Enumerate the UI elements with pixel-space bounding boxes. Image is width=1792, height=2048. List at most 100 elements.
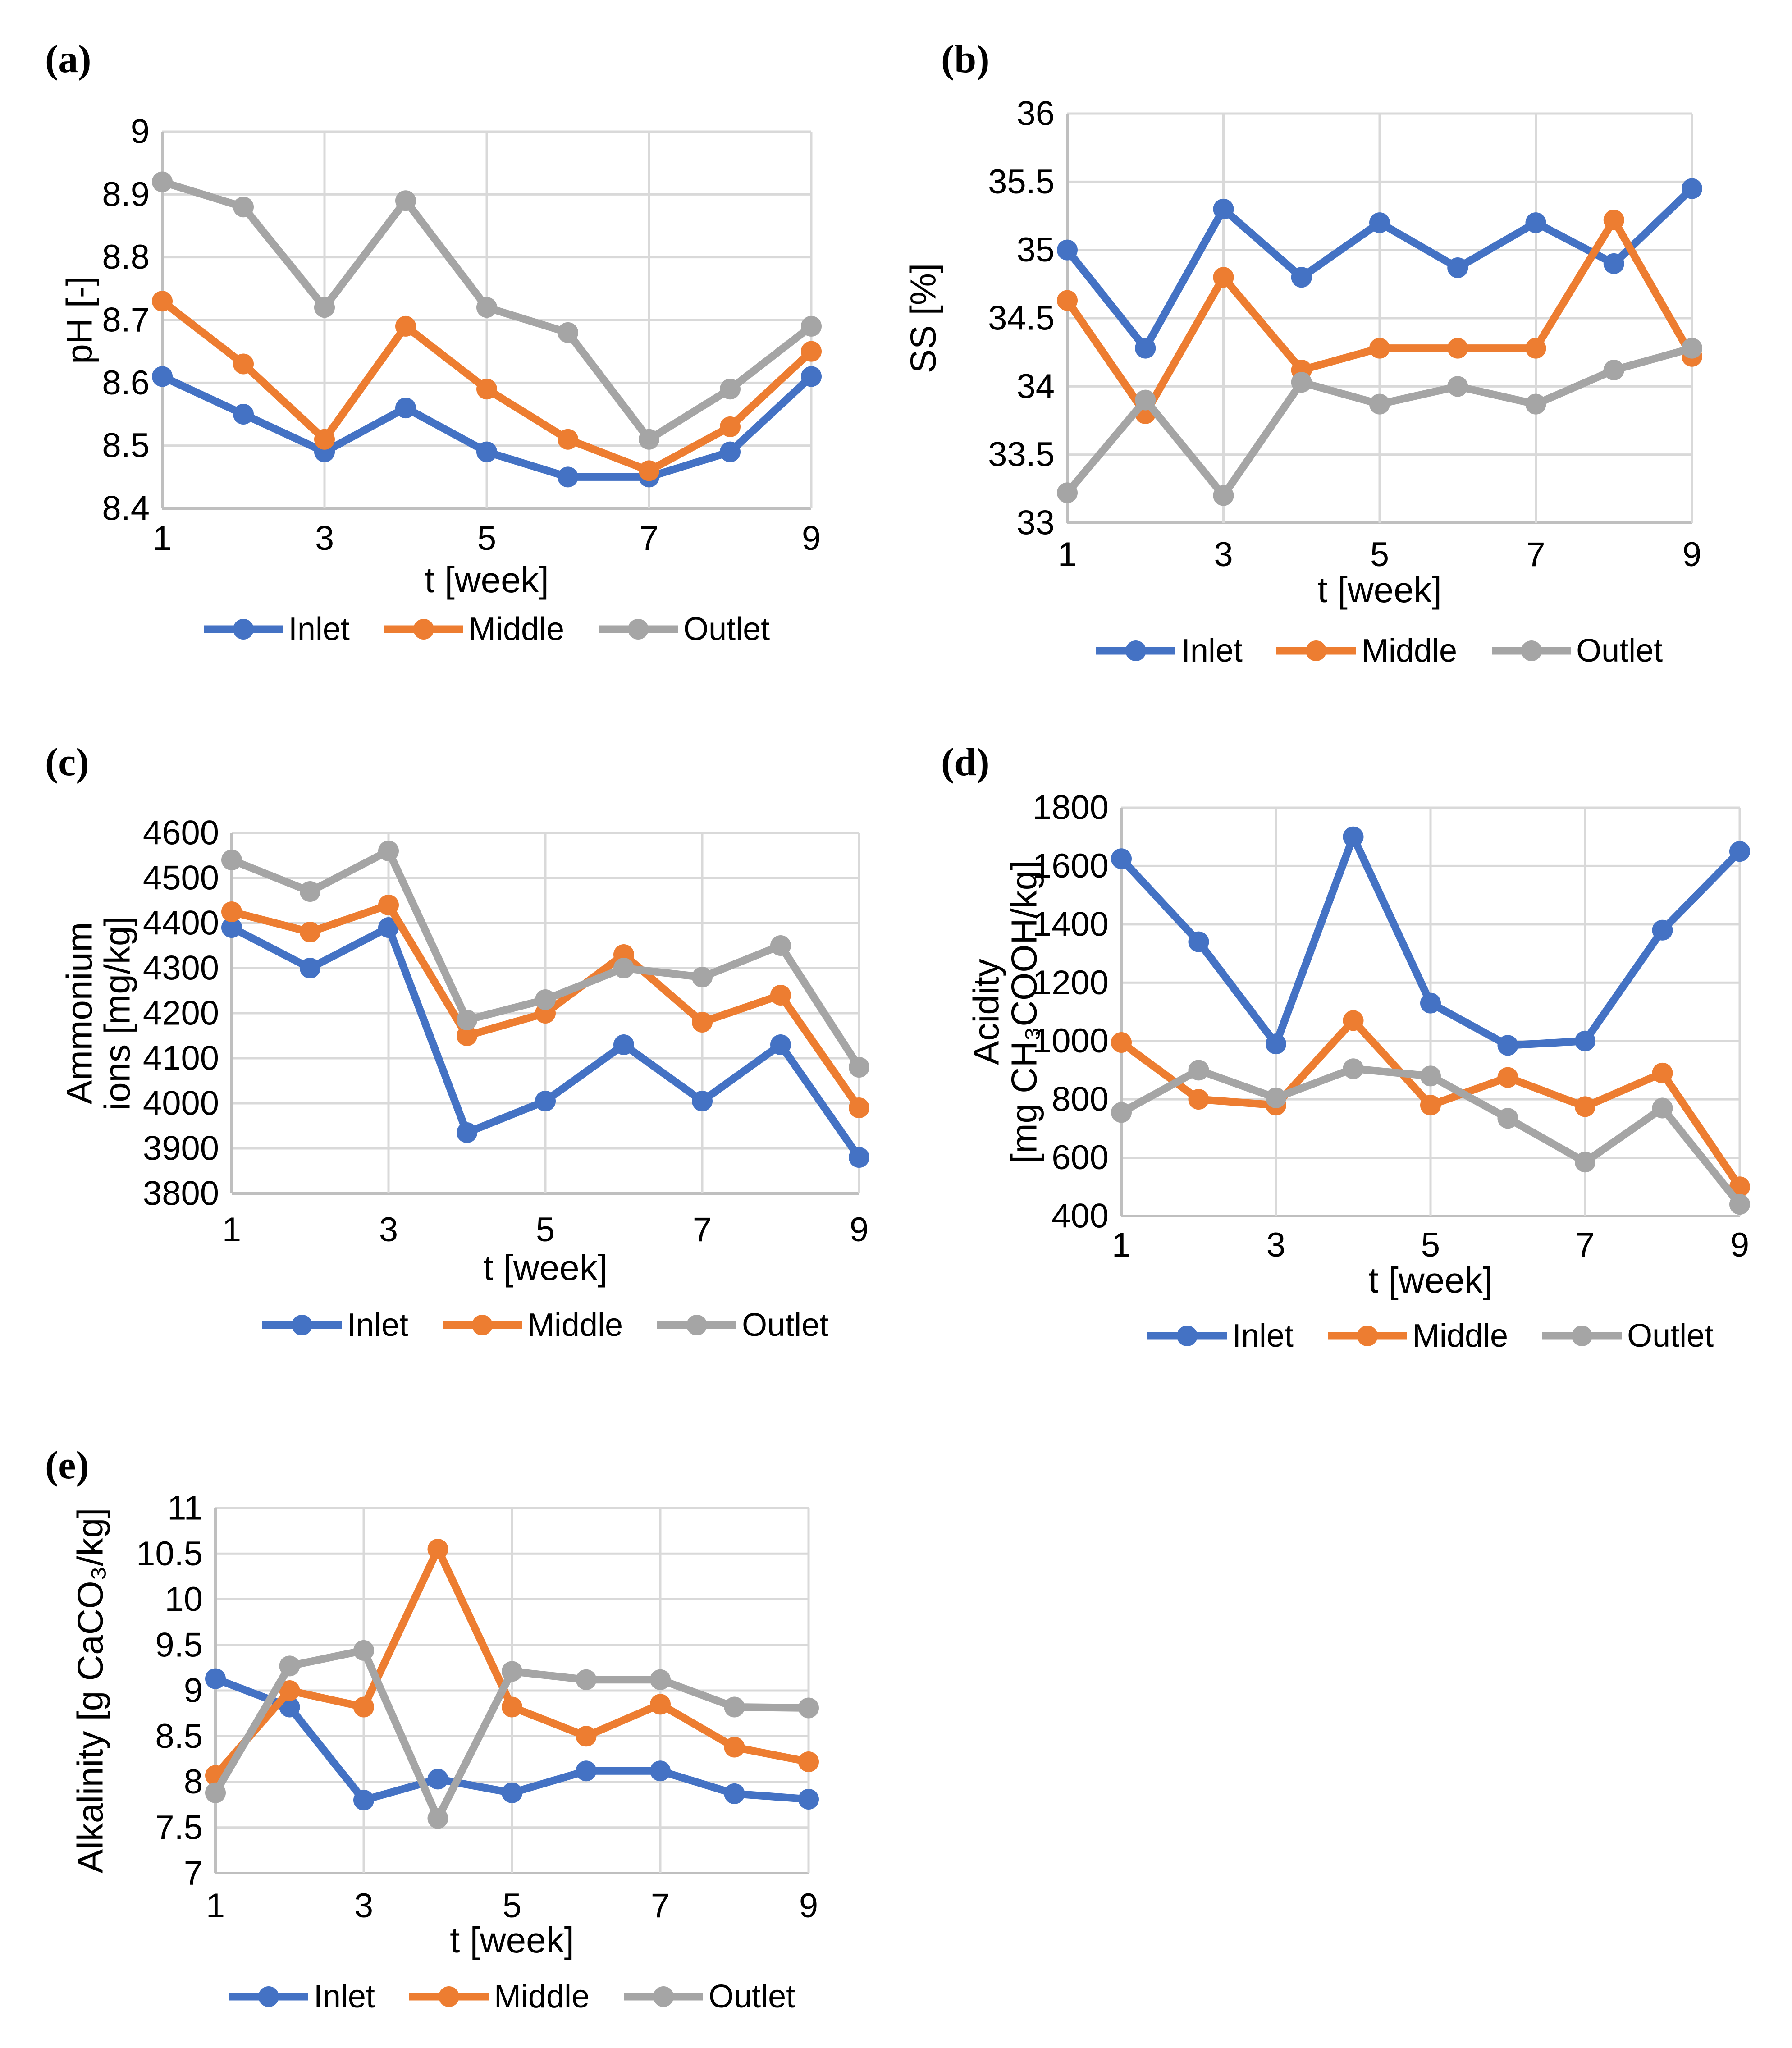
y-tick-label: 8.7	[102, 301, 150, 339]
data-point-outlet	[692, 967, 713, 987]
data-point-outlet	[152, 171, 173, 192]
data-point-outlet	[476, 297, 497, 318]
x-tick-label: 1	[1112, 1226, 1131, 1264]
y-tick-label: 8	[184, 1763, 203, 1801]
legend-label-inlet: Inlet	[1181, 632, 1243, 669]
data-point-outlet	[770, 935, 791, 956]
data-point-inlet	[558, 466, 578, 488]
data-point-inlet	[720, 441, 741, 462]
data-point-middle	[1652, 1062, 1673, 1083]
legend-label-inlet: Inlet	[313, 1978, 375, 2015]
data-point-middle	[801, 341, 822, 362]
data-point-outlet	[314, 297, 335, 318]
data-point-outlet	[1575, 1152, 1595, 1173]
data-point-outlet	[1603, 360, 1624, 381]
panel-label-d: (d)	[941, 740, 990, 784]
y-tick-label: 1200	[1033, 964, 1109, 1002]
data-point-inlet	[613, 1034, 634, 1055]
data-point-outlet	[576, 1669, 597, 1690]
legend-marker-outlet-icon	[657, 1315, 737, 1335]
data-point-outlet	[1525, 393, 1546, 415]
data-point-middle	[1603, 210, 1624, 231]
x-tick-label: 3	[379, 1211, 398, 1249]
legend-label-inlet: Inlet	[1232, 1317, 1294, 1354]
data-point-outlet	[457, 1010, 477, 1030]
panel-b: 33 33.5 34 34.5 35 35.5 36 1 3 5 7 9 SS [%] t [week] …	[896, 0, 1792, 703]
legend-item-middle: Middle	[384, 610, 564, 648]
data-point-middle	[221, 901, 242, 922]
legend-marker-outlet-icon	[624, 1986, 704, 2007]
y-tick-label: 1600	[1033, 847, 1109, 885]
x-axis-title: t [week]	[450, 1920, 574, 1960]
y-tick-label: 7	[184, 1854, 203, 1893]
data-point-inlet	[502, 1782, 522, 1803]
data-point-middle	[650, 1694, 671, 1715]
data-point-outlet	[558, 322, 578, 343]
panel-label-e: (e)	[45, 1443, 89, 1487]
chart-c-ammonium: 3800 3900 4000 4100 4200 4300 4400 4500 4600 1 3 5 7…	[59, 814, 869, 1288]
data-point-outlet	[724, 1696, 745, 1718]
data-point-inlet	[205, 1668, 226, 1689]
x-tick-label: 5	[477, 519, 496, 558]
y-tick-label: 34.5	[988, 299, 1055, 338]
data-point-middle	[1447, 338, 1468, 359]
y-tick-label: 4600	[143, 814, 219, 852]
panel-label-b: (b)	[941, 37, 990, 81]
y-tick-label: 1000	[1033, 1022, 1109, 1060]
data-point-middle	[395, 315, 416, 337]
legend-label-outlet: Outlet	[683, 610, 770, 647]
data-point-outlet	[1057, 482, 1078, 503]
data-point-middle	[1343, 1010, 1364, 1031]
y-tick-label: 600	[1051, 1138, 1109, 1177]
data-point-middle	[849, 1097, 869, 1118]
data-point-inlet	[1291, 267, 1312, 288]
legend-label-outlet: Outlet	[709, 1978, 795, 2015]
legend-label-outlet: Outlet	[742, 1306, 829, 1343]
legend-item-outlet: Outlet	[657, 1306, 828, 1344]
x-axis-title: t [week]	[483, 1248, 608, 1288]
data-point-inlet	[1682, 178, 1702, 199]
data-point-inlet	[152, 366, 173, 387]
y-tick-label: 1400	[1033, 905, 1109, 943]
x-tick-label: 7	[1526, 535, 1545, 574]
data-point-outlet	[720, 379, 741, 400]
data-point-outlet	[221, 850, 242, 870]
legend-label-outlet: Outlet	[1576, 632, 1663, 669]
y-tick-label: 4000	[143, 1084, 219, 1123]
data-point-outlet	[1291, 372, 1312, 393]
y-axis-title: SS [%]	[903, 263, 943, 374]
legend-marker-dot	[1357, 1326, 1378, 1346]
legend-marker-dot	[413, 619, 434, 640]
x-tick-label: 5	[536, 1211, 555, 1249]
data-point-middle	[378, 895, 399, 915]
y-tick-label: 10	[165, 1580, 203, 1618]
panel-label-a: (a)	[45, 37, 91, 81]
x-tick-label: 7	[1576, 1226, 1595, 1264]
panel-label-c: (c)	[45, 740, 89, 784]
x-tick-label: 9	[850, 1211, 869, 1249]
data-point-inlet	[798, 1788, 819, 1810]
legend-marker-inlet-icon	[1147, 1326, 1227, 1346]
legend-item-middle: Middle	[442, 1306, 623, 1344]
x-tick-label: 7	[693, 1211, 712, 1249]
y-tick-label: 4500	[143, 859, 219, 897]
data-point-middle	[1369, 338, 1390, 359]
data-point-outlet	[801, 315, 822, 337]
x-tick-label: 3	[1266, 1226, 1285, 1264]
data-point-outlet	[1420, 1065, 1441, 1087]
legend-marker-middle-icon	[384, 619, 463, 640]
legend-marker-inlet-icon	[262, 1315, 342, 1335]
legend-label-middle: Middle	[1361, 632, 1458, 669]
legend-item-inlet: Inlet	[229, 1978, 375, 2016]
legend-item-inlet: Inlet	[203, 610, 350, 648]
legend-item-inlet: Inlet	[1147, 1317, 1294, 1355]
legend-label-inlet: Inlet	[288, 610, 350, 647]
y-tick-label: 10.5	[136, 1535, 203, 1573]
data-point-inlet	[576, 1760, 597, 1782]
legend-item-outlet: Outlet	[1542, 1317, 1714, 1355]
data-point-middle	[1525, 338, 1546, 359]
legend-marker-dot	[628, 619, 649, 640]
y-tick-label: 400	[1051, 1197, 1109, 1235]
data-point-middle	[576, 1726, 597, 1747]
